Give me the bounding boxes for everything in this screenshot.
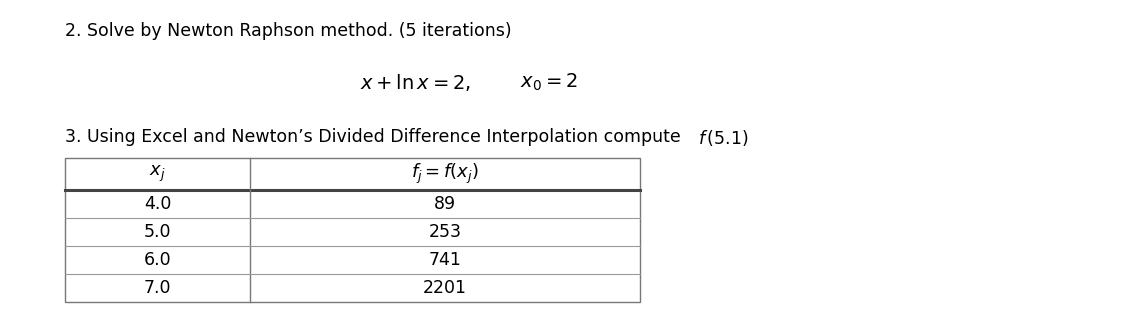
Bar	[65, 158, 640, 302]
Text: 4.0: 4.0	[144, 195, 171, 213]
Text: $x_0 = 2$: $x_0 = 2$	[520, 72, 577, 93]
Text: $f_j = f(x_j)$: $f_j = f(x_j)$	[411, 162, 479, 186]
Text: 5.0: 5.0	[144, 223, 171, 241]
Text: 741: 741	[429, 251, 461, 269]
Text: 6.0: 6.0	[144, 251, 171, 269]
Text: 7.0: 7.0	[144, 279, 171, 297]
Text: 89: 89	[434, 195, 456, 213]
Text: $x_j$: $x_j$	[150, 164, 165, 184]
Text: 253: 253	[429, 223, 461, 241]
Text: 3. Using Excel and Newton’s Divided Difference Interpolation compute: 3. Using Excel and Newton’s Divided Diff…	[65, 128, 686, 146]
Text: 2201: 2201	[423, 279, 467, 297]
Text: $x + \ln x = 2,$: $x + \ln x = 2,$	[360, 72, 471, 93]
Text: 2. Solve by Newton Raphson method. (5 iterations): 2. Solve by Newton Raphson method. (5 it…	[65, 22, 512, 40]
Text: $f\,(5.1)$: $f\,(5.1)$	[698, 128, 748, 148]
